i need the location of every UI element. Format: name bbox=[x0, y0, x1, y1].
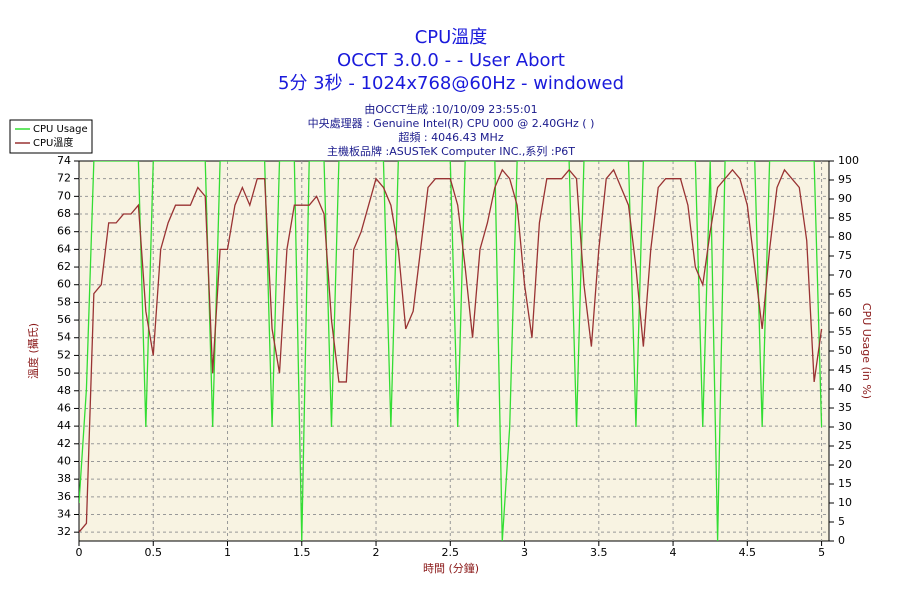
x-tick-label: 2 bbox=[373, 546, 380, 559]
y-tick-label: 74 bbox=[57, 154, 71, 167]
x-axis-label: 時間 (分鐘) bbox=[423, 561, 479, 575]
x-tick-label: 3.5 bbox=[590, 546, 608, 559]
y2-tick-label: 50 bbox=[838, 344, 852, 357]
chart-title: 5分 3秒 - 1024x768@60Hz - windowed bbox=[278, 73, 624, 94]
y2-tick-label: 75 bbox=[838, 249, 852, 262]
y2-tick-label: 80 bbox=[838, 230, 852, 243]
plot-area bbox=[78, 160, 830, 542]
y-tick-label: 52 bbox=[57, 348, 71, 361]
chart-title: CPU溫度 bbox=[415, 27, 488, 48]
x-tick-label: 4 bbox=[670, 546, 677, 559]
y2-tick-label: 55 bbox=[838, 325, 852, 338]
y2-tick-label: 95 bbox=[838, 173, 852, 186]
y2-tick-label: 70 bbox=[838, 268, 852, 281]
y-tick-label: 68 bbox=[57, 207, 71, 220]
x-tick-label: 2.5 bbox=[442, 546, 460, 559]
series-line bbox=[79, 161, 823, 541]
y2-tick-label: 0 bbox=[838, 534, 845, 547]
series-line bbox=[79, 168, 823, 533]
y2-tick-label: 45 bbox=[838, 363, 852, 376]
y2-tick-label: 30 bbox=[838, 420, 852, 433]
chart-subtitle: 主機板品牌 :ASUSTeK Computer INC.,系列 :P6T bbox=[327, 144, 575, 158]
y-tick-label: 62 bbox=[57, 260, 71, 273]
y2-tick-label: 35 bbox=[838, 401, 852, 414]
y-tick-label: 32 bbox=[57, 525, 71, 538]
chart-subtitle: 超頻 : 4046.43 MHz bbox=[398, 130, 503, 144]
y-tick-label: 60 bbox=[57, 278, 71, 291]
y2-tick-label: 20 bbox=[838, 458, 852, 471]
y2-axis-label: CPU Usage (in %) bbox=[860, 303, 873, 399]
x-tick-label: 4.5 bbox=[739, 546, 757, 559]
y-tick-label: 36 bbox=[57, 490, 71, 503]
x-tick-label: 3 bbox=[521, 546, 528, 559]
y2-tick-label: 65 bbox=[838, 287, 852, 300]
y2-tick-label: 15 bbox=[838, 477, 852, 490]
x-tick-label: 1.5 bbox=[293, 546, 311, 559]
y2-tick-label: 5 bbox=[838, 515, 845, 528]
y-tick-label: 38 bbox=[57, 472, 71, 485]
x-tick-label: 0.5 bbox=[145, 546, 163, 559]
y-tick-label: 72 bbox=[57, 172, 71, 185]
y-tick-label: 42 bbox=[57, 437, 71, 450]
y2-tick-label: 85 bbox=[838, 211, 852, 224]
chart-title: OCCT 3.0.0 - - User Abort bbox=[337, 50, 565, 71]
y-tick-label: 34 bbox=[57, 507, 71, 520]
y2-tick-label: 10 bbox=[838, 496, 852, 509]
y-tick-label: 48 bbox=[57, 384, 71, 397]
y-tick-label: 64 bbox=[57, 242, 71, 255]
legend-label: CPU Usage bbox=[33, 124, 88, 135]
x-tick-label: 1 bbox=[224, 546, 231, 559]
y2-tick-label: 60 bbox=[838, 306, 852, 319]
y-tick-label: 46 bbox=[57, 401, 71, 414]
y2-tick-label: 25 bbox=[838, 439, 852, 452]
x-tick-label: 5 bbox=[818, 546, 825, 559]
y-tick-label: 50 bbox=[57, 366, 71, 379]
y-tick-label: 56 bbox=[57, 313, 71, 326]
x-tick-label: 0 bbox=[76, 546, 83, 559]
y-tick-label: 54 bbox=[57, 331, 71, 344]
y-tick-label: 66 bbox=[57, 225, 71, 238]
y-axis-label: 溫度 (攝氏) bbox=[26, 323, 40, 379]
y-tick-label: 58 bbox=[57, 295, 71, 308]
y-tick-label: 44 bbox=[57, 419, 71, 432]
y-tick-label: 40 bbox=[57, 454, 71, 467]
y-tick-label: 70 bbox=[57, 189, 71, 202]
chart-subtitle: 中央處理器 : Genuine Intel(R) CPU 000 @ 2.40G… bbox=[308, 116, 595, 130]
y2-tick-label: 40 bbox=[838, 382, 852, 395]
legend bbox=[9, 119, 93, 154]
y2-tick-label: 100 bbox=[838, 154, 859, 167]
y2-tick-label: 90 bbox=[838, 192, 852, 205]
legend-label: CPU溫度 bbox=[33, 136, 73, 149]
chart-subtitle: 由OCCT生成 :10/10/09 23:55:01 bbox=[364, 102, 537, 116]
